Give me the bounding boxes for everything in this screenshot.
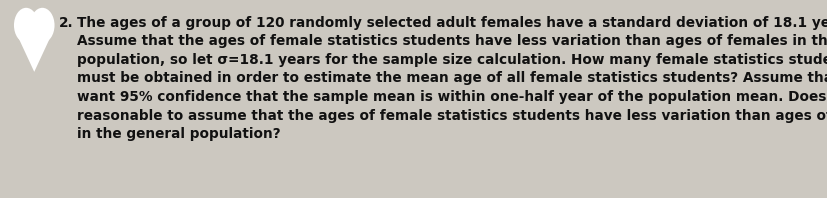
- Polygon shape: [18, 37, 50, 72]
- Text: The ages of a group of 120 randomly selected adult females have a standard devia: The ages of a group of 120 randomly sele…: [77, 16, 827, 141]
- Ellipse shape: [30, 8, 55, 43]
- Ellipse shape: [14, 8, 38, 43]
- Text: 2.: 2.: [59, 16, 73, 30]
